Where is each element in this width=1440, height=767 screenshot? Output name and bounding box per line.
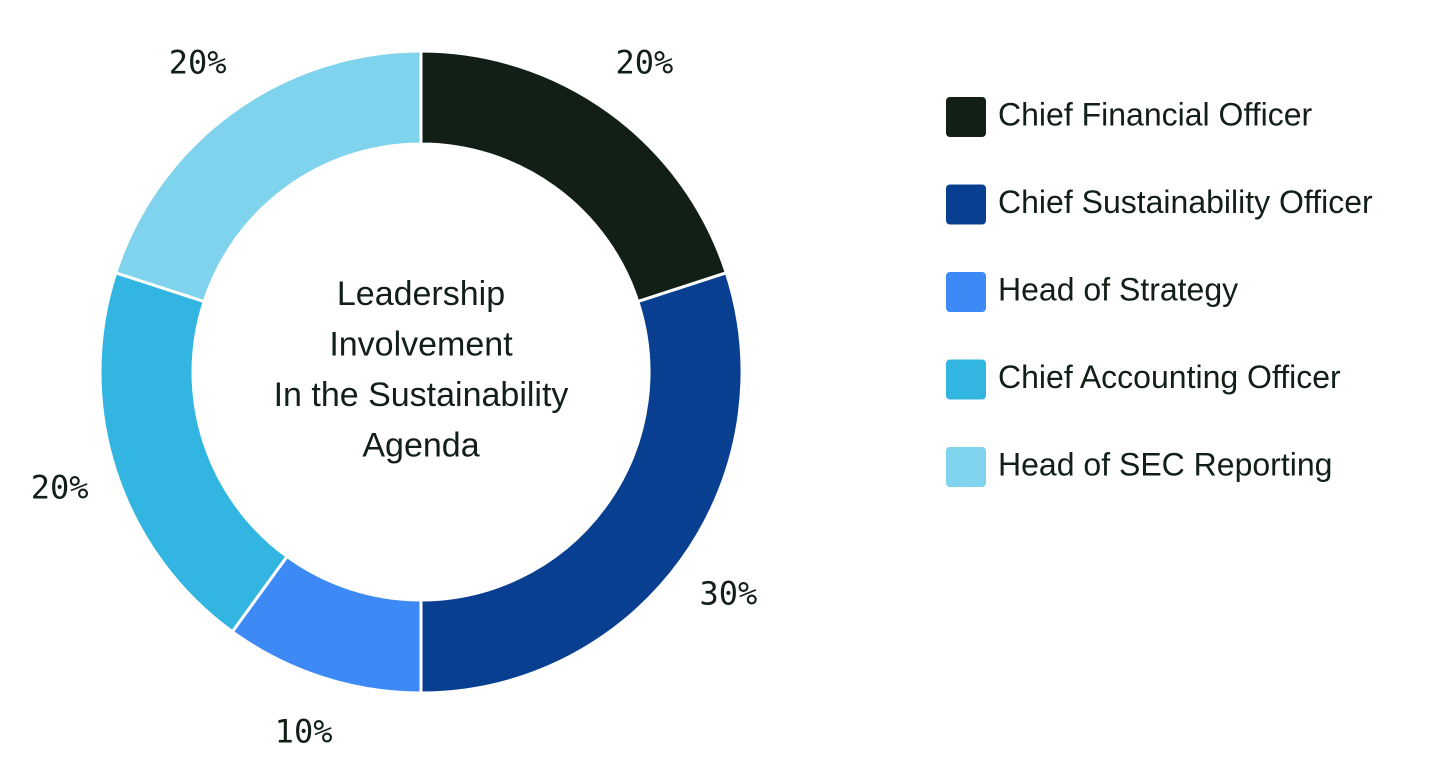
center-text: Leadership	[337, 275, 505, 313]
value-label: 20%	[615, 44, 673, 82]
legend-swatch	[946, 272, 986, 312]
legend-swatch	[946, 184, 986, 225]
legend-label: Head of Strategy	[998, 271, 1238, 307]
donut-segment	[98, 270, 290, 634]
donut-segment	[419, 49, 729, 304]
legend-label: Chief Accounting Officer	[998, 359, 1341, 395]
legend-swatch	[946, 97, 986, 137]
donut-segment	[419, 270, 744, 695]
donut-segment	[113, 49, 423, 304]
value-label: 10%	[275, 712, 333, 750]
value-label: 20%	[31, 468, 89, 506]
value-label: 20%	[169, 44, 227, 82]
center-text: In the Sustainability	[274, 376, 569, 414]
legend-label: Chief Sustainability Officer	[998, 184, 1373, 220]
legend-label: Chief Financial Officer	[998, 96, 1313, 132]
value-label: 30%	[700, 574, 758, 612]
center-text: Agenda	[362, 427, 479, 465]
legend-swatch	[946, 359, 986, 400]
center-text: Involvement	[329, 326, 513, 364]
legend-label: Head of SEC Reporting	[998, 446, 1332, 482]
legend-swatch	[946, 447, 986, 487]
